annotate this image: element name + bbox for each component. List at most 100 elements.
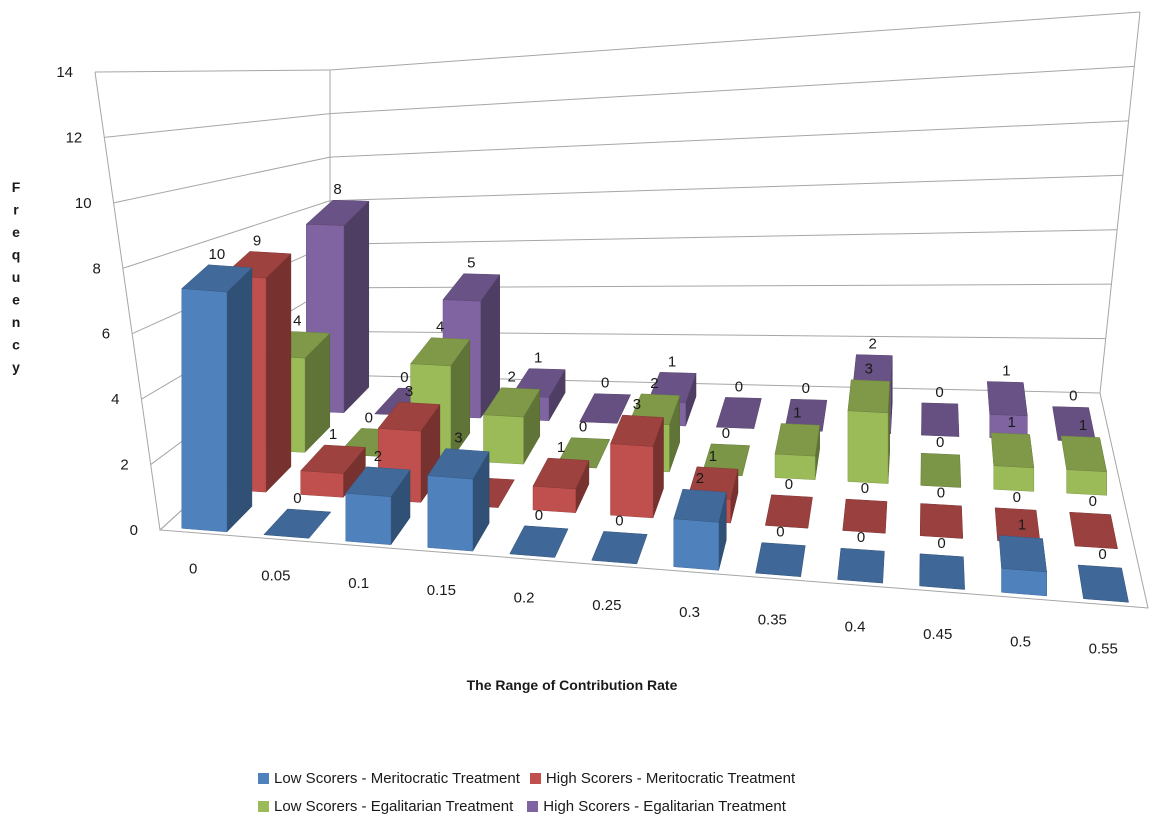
x-tick-label: 0.45	[923, 626, 952, 643]
data-label: 2	[696, 470, 704, 487]
data-label: 3	[454, 430, 462, 447]
x-tick-label: 0	[189, 560, 197, 577]
data-label: 0	[579, 419, 587, 436]
data-label: 10	[209, 246, 226, 263]
bar: 0	[1069, 493, 1118, 550]
bar-zero-tile	[263, 508, 332, 539]
legend-label: Low Scorers - Meritocratic Treatment	[274, 770, 520, 787]
data-label: 4	[293, 312, 301, 329]
bar: 2	[345, 448, 411, 546]
y-tick-label: 6	[102, 326, 110, 343]
bar-front	[181, 288, 228, 533]
bar: 0	[715, 378, 762, 429]
bar: 2	[673, 470, 727, 571]
bar: 1	[532, 439, 590, 513]
bar-front	[345, 492, 392, 545]
gridline	[122, 200, 331, 269]
data-label: 0	[1069, 388, 1077, 405]
data-label: 0	[293, 490, 301, 507]
data-label: 1	[1002, 363, 1010, 380]
bar-top	[410, 337, 471, 367]
legend-swatch	[527, 801, 539, 812]
legend-swatch	[258, 801, 269, 812]
bar-zero-tile	[509, 525, 569, 558]
bar: 0	[579, 375, 631, 424]
legend-row-1: Low Scorers - Meritocratic Treatment Hig…	[258, 770, 805, 787]
bar-top	[345, 466, 411, 497]
bar-zero-tile	[919, 553, 965, 590]
bar-top	[673, 488, 727, 523]
bar-front	[993, 465, 1035, 492]
bar-zero-tile	[755, 542, 806, 577]
x-tick-label: 0.2	[514, 589, 535, 606]
bar-front	[427, 475, 474, 552]
gridline	[329, 283, 1112, 289]
data-label: 0	[722, 425, 730, 442]
y-axis-ticks: 0 2 4 6 8 10 12 14	[56, 64, 138, 539]
x-tick-label: 0.25	[592, 597, 621, 614]
data-label: 5	[467, 255, 475, 272]
axis-line	[1099, 11, 1141, 394]
x-tick-label: 0.15	[427, 582, 456, 599]
legend-item-high-meritocratic: High Scorers - Meritocratic Treatment	[529, 770, 795, 787]
gridline	[329, 65, 1135, 115]
data-label: 0	[936, 434, 944, 451]
bar-top	[377, 401, 441, 432]
data-label: 8	[333, 181, 341, 198]
bar-top	[483, 387, 541, 418]
bar: 0	[1052, 388, 1097, 443]
data-label: 1	[329, 426, 337, 443]
x-tick-label: 0.3	[679, 604, 700, 621]
legend-label: Low Scorers - Egalitarian Treatment	[274, 798, 514, 815]
bar-top	[986, 381, 1028, 417]
legend-item-low-egalitarian: Low Scorers - Egalitarian Treatment	[258, 798, 513, 815]
data-label: 1	[709, 448, 717, 465]
y-tick-label: 8	[93, 260, 101, 277]
bar: 2	[483, 369, 541, 466]
bar: 3	[427, 430, 490, 553]
bar-top	[998, 535, 1047, 573]
bar: 0	[591, 512, 648, 565]
bar: 0	[509, 507, 569, 558]
data-label: 0	[400, 369, 408, 386]
bar: 1	[774, 405, 820, 480]
y-tick-label: 4	[111, 391, 119, 408]
y-axis-label-letter: F	[12, 179, 21, 195]
data-label: 1	[793, 405, 801, 422]
bar-zero-tile	[920, 452, 962, 488]
x-tick-label: 0.55	[1089, 641, 1118, 658]
bar: 0	[921, 384, 960, 437]
x-tick-label: 0.35	[758, 611, 787, 628]
data-label: 2	[869, 336, 877, 353]
gridline	[104, 113, 331, 138]
x-axis-label: The Range of Contribution Rate	[467, 677, 678, 693]
data-label: 3	[633, 396, 641, 413]
bar: 0	[755, 524, 806, 577]
bar-zero-tile	[579, 393, 631, 424]
y-axis-label-letter: q	[12, 247, 21, 263]
y-tick-label: 2	[120, 457, 128, 474]
bar-side	[343, 200, 370, 414]
bar: 3	[610, 396, 664, 519]
bar-top	[305, 199, 370, 226]
gridline	[329, 174, 1123, 202]
gridline	[94, 69, 331, 73]
data-label: 2	[507, 369, 515, 386]
bar-front	[673, 518, 719, 571]
data-label: 1	[1079, 417, 1087, 434]
data-label: 0	[735, 378, 743, 395]
bar-zero-tile	[921, 402, 960, 437]
bar-zero-tile	[919, 503, 964, 539]
data-label: 2	[650, 375, 658, 392]
bar: 0	[837, 529, 885, 584]
y-axis-label-letter: e	[12, 292, 20, 308]
data-label: 3	[405, 383, 413, 400]
bar-zero-tile	[591, 531, 648, 565]
bar-front	[300, 470, 344, 498]
x-tick-label: 0.1	[348, 575, 369, 592]
y-axis-label-letter: e	[12, 224, 20, 240]
data-label: 0	[1089, 493, 1097, 510]
legend-label: High Scorers - Egalitarian Treatment	[543, 798, 786, 815]
bar: 0	[263, 490, 332, 539]
